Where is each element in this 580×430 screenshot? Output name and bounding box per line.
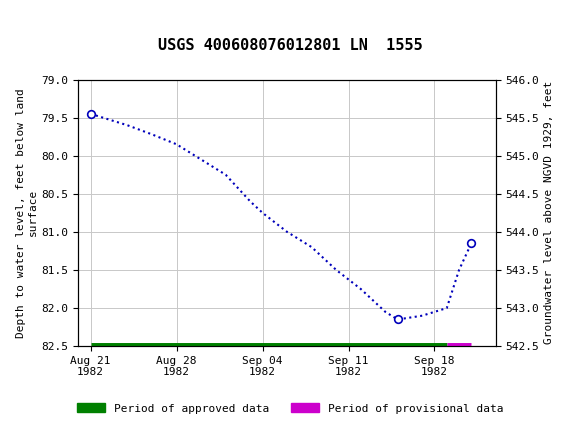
Y-axis label: Depth to water level, feet below land
surface: Depth to water level, feet below land su… <box>16 88 38 338</box>
Y-axis label: Groundwater level above NGVD 1929, feet: Groundwater level above NGVD 1929, feet <box>543 81 553 344</box>
Text: USGS 400608076012801 LN  1555: USGS 400608076012801 LN 1555 <box>158 38 422 52</box>
Legend: Period of approved data, Period of provisional data: Period of approved data, Period of provi… <box>77 403 503 414</box>
Text: ≋USGS: ≋USGS <box>3 10 74 28</box>
